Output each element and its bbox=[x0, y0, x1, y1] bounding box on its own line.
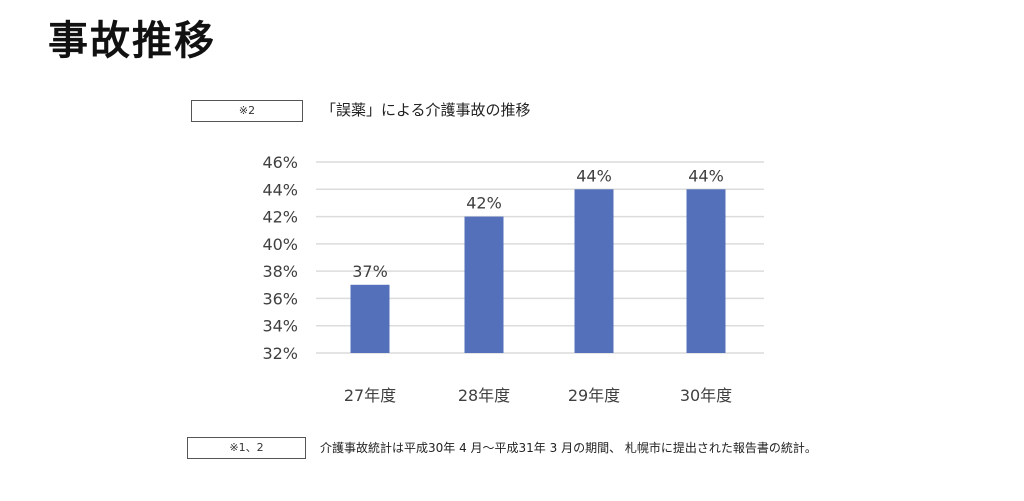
footnote: 介護事故統計は平成30年 4 月～平成31年 3 月の期間、 札幌市に提出された… bbox=[320, 441, 817, 455]
reference-box-top: ※2 bbox=[191, 100, 303, 122]
y-tick-label: 34% bbox=[262, 317, 298, 336]
bar bbox=[464, 216, 504, 353]
y-tick-label: 40% bbox=[262, 235, 298, 254]
x-category-label: 29年度 bbox=[568, 386, 620, 405]
y-tick-label: 32% bbox=[262, 344, 298, 363]
y-tick-label: 42% bbox=[262, 208, 298, 227]
y-tick-label: 46% bbox=[262, 153, 298, 172]
chart-heading: 「誤薬」による介護事故の推移 bbox=[321, 101, 531, 119]
data-label: 42% bbox=[466, 194, 502, 213]
bar bbox=[574, 189, 614, 353]
data-label: 44% bbox=[688, 166, 724, 185]
y-tick-label: 38% bbox=[262, 262, 298, 281]
reference-box-bottom: ※1、2 bbox=[187, 437, 306, 459]
page-title: 事故推移 bbox=[48, 17, 216, 64]
bar bbox=[350, 284, 390, 353]
y-tick-label: 44% bbox=[262, 180, 298, 199]
bar bbox=[686, 189, 726, 353]
x-category-label: 27年度 bbox=[344, 386, 396, 405]
x-category-label: 28年度 bbox=[458, 386, 510, 405]
data-label: 44% bbox=[576, 166, 612, 185]
data-label: 37% bbox=[352, 262, 388, 281]
x-category-label: 30年度 bbox=[680, 386, 732, 405]
y-tick-label: 36% bbox=[262, 289, 298, 308]
